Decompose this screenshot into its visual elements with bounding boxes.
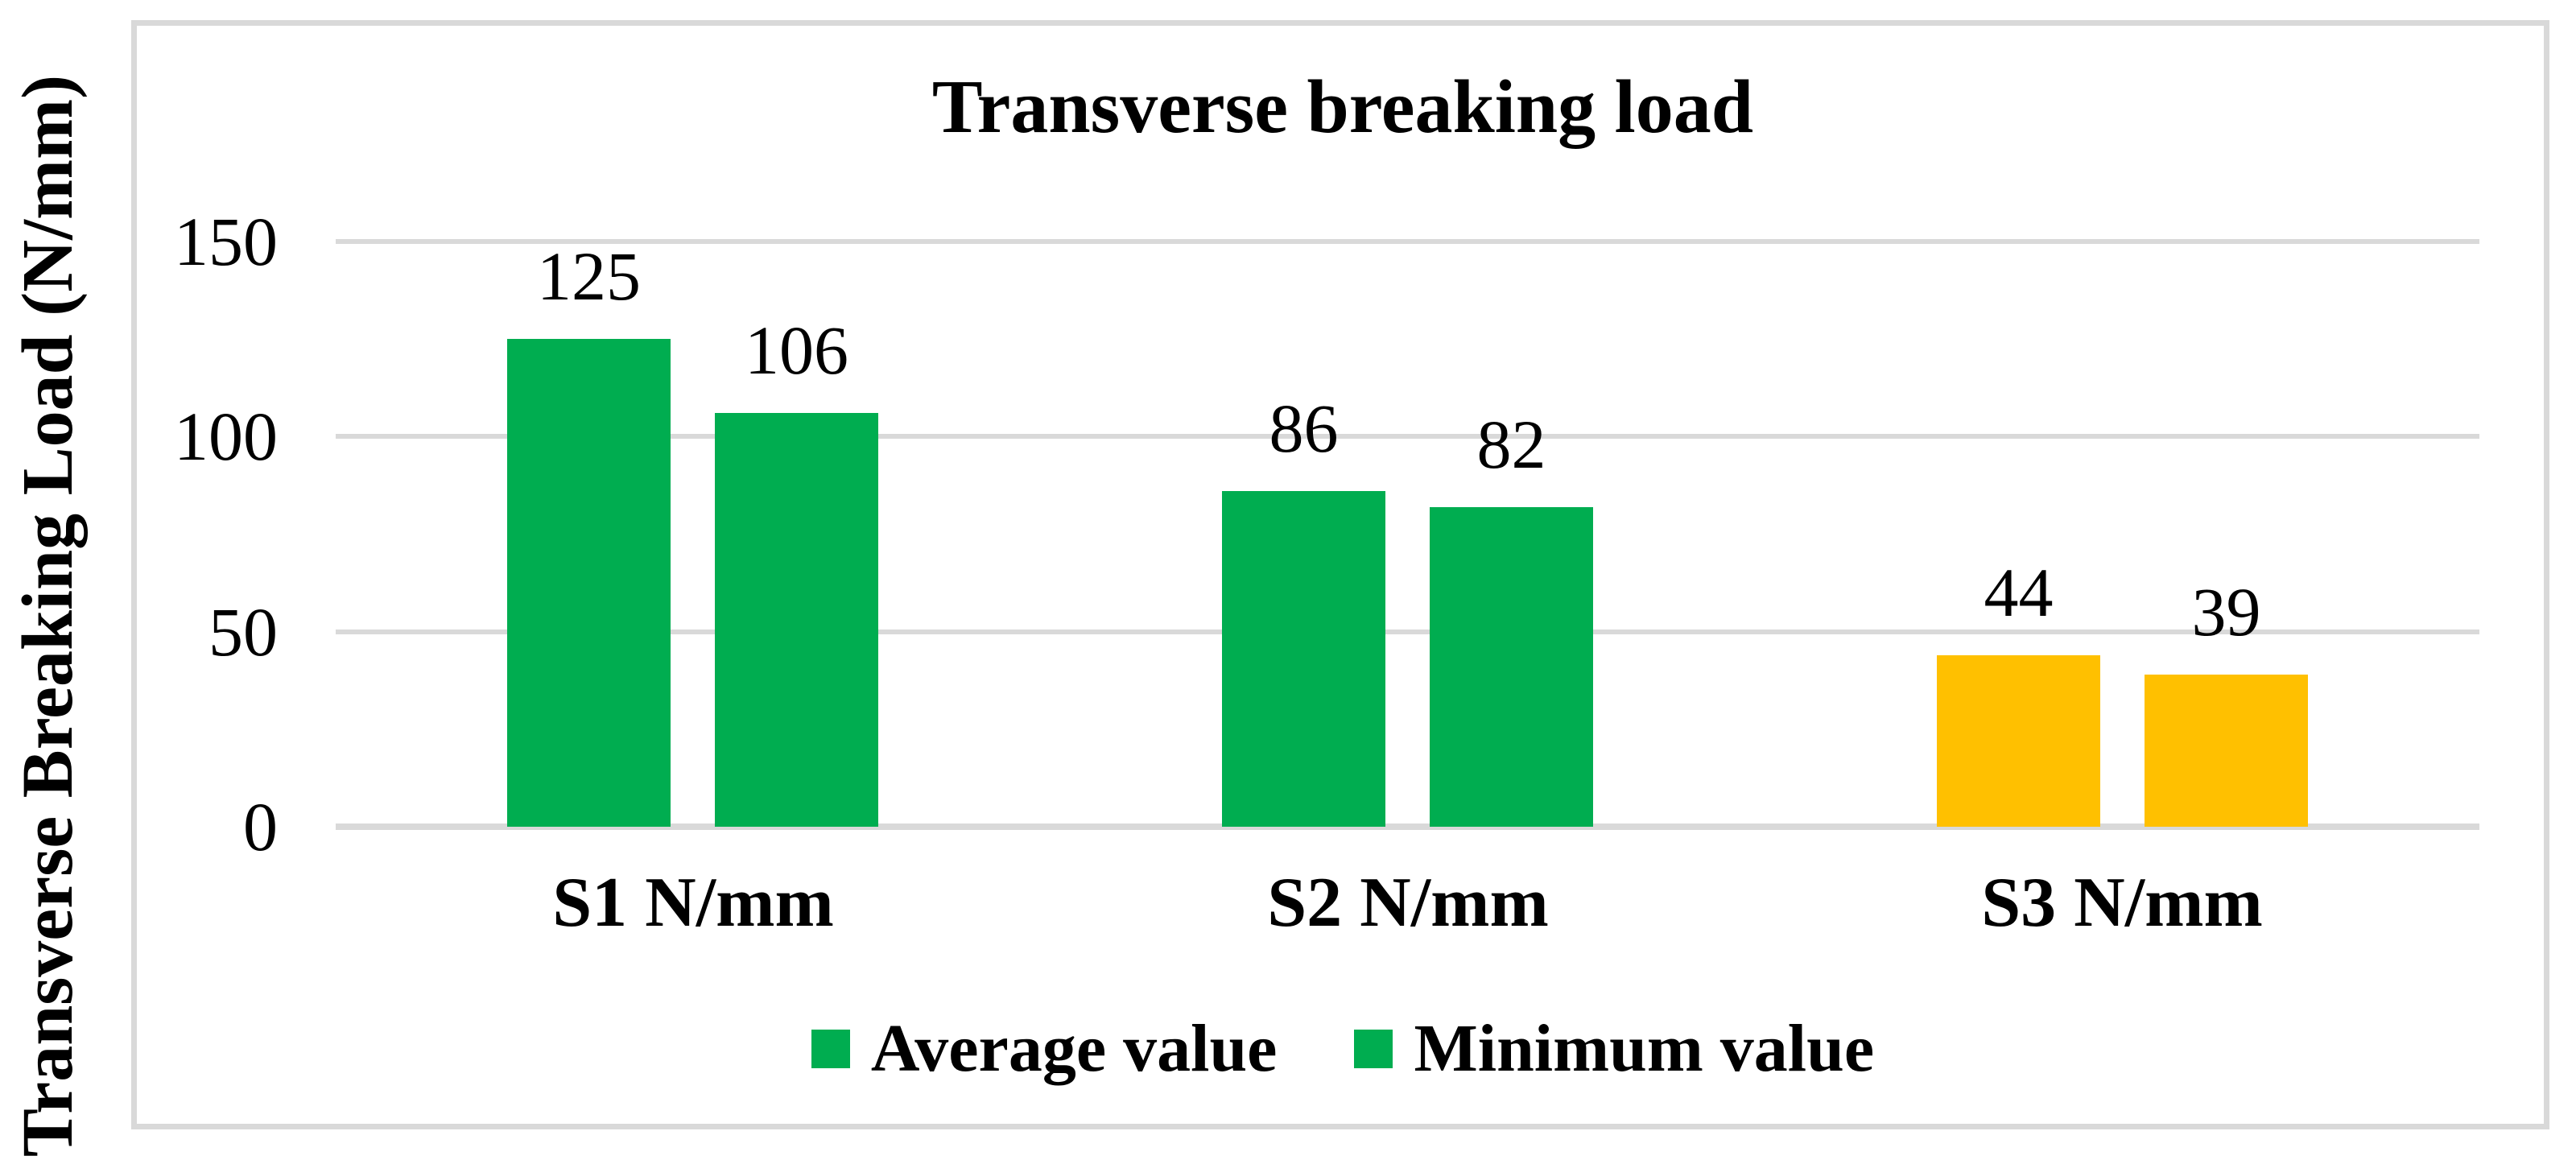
bar-s1-minimum xyxy=(715,413,878,827)
chart-title: Transverse breaking load xyxy=(931,65,1754,149)
bar-value-label-s1-minimum: 106 xyxy=(745,312,848,389)
legend-swatch-minimum xyxy=(1354,1030,1393,1068)
y-tick-label-50: 50 xyxy=(208,593,278,671)
bar-s3-minimum xyxy=(2145,675,2308,827)
legend-label-average: Average value xyxy=(870,1011,1278,1086)
gridline-50 xyxy=(336,629,2479,634)
gridline-100 xyxy=(336,434,2479,440)
legend-item-average: Average value xyxy=(811,1011,1278,1086)
bar-value-label-s2-average: 86 xyxy=(1269,390,1339,467)
plot-area: 125 106 86 82 44 39 xyxy=(336,237,2479,830)
bar-value-label-s2-minimum: 82 xyxy=(1476,406,1546,483)
gridline-150 xyxy=(336,239,2479,244)
y-tick-label-100: 100 xyxy=(174,398,278,475)
bar-s2-average xyxy=(1222,491,1385,827)
category-label-s1: S1 N/mm xyxy=(552,864,834,942)
y-tick-label-0: 0 xyxy=(243,788,278,865)
bar-s3-average xyxy=(1937,655,2100,827)
bar-s1-average xyxy=(507,339,671,827)
bar-value-label-s3-minimum: 39 xyxy=(2191,573,2261,650)
y-tick-label-150: 150 xyxy=(174,203,278,280)
legend-label-minimum: Minimum value xyxy=(1414,1011,1875,1086)
legend: Average value Minimum value xyxy=(135,1005,2550,1093)
bar-value-label-s3-average: 44 xyxy=(1984,554,2054,631)
bar-s2-minimum xyxy=(1430,507,1593,827)
legend-swatch-average xyxy=(811,1030,850,1068)
legend-item-minimum: Minimum value xyxy=(1354,1015,1874,1083)
bar-value-label-s1-average: 125 xyxy=(537,237,641,315)
x-axis-line xyxy=(336,824,2479,830)
category-label-s3: S3 N/mm xyxy=(1981,864,2263,942)
category-label-s2: S2 N/mm xyxy=(1267,864,1549,942)
y-axis-title: Transverse Breaking Load (N/mm) xyxy=(8,74,88,1158)
